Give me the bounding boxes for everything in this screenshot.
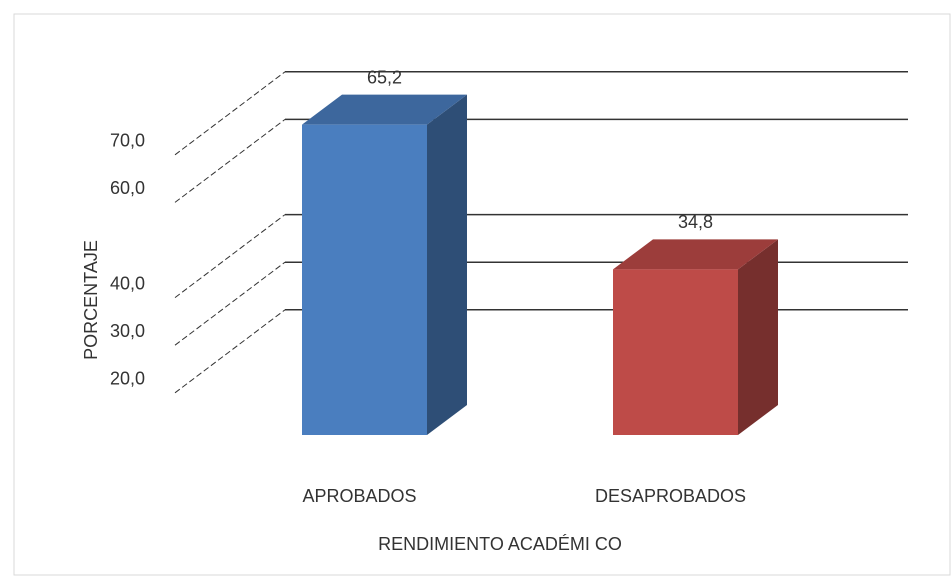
y-axis-title: PORCENTAJE <box>81 240 101 360</box>
y-tick-label: 40,0 <box>110 273 145 293</box>
y-tick-label: 70,0 <box>110 131 145 151</box>
bar-side <box>427 95 467 435</box>
bar-side <box>738 239 778 435</box>
x-axis-title: RENDIMIENTO ACADÉMI CO <box>378 534 622 554</box>
bar <box>613 269 738 435</box>
chart: PORCENTAJE RENDIMIENTO ACADÉMI CO 20,0 30… <box>0 0 951 576</box>
data-label: 65,2 <box>367 67 402 87</box>
x-tick-label: APROBADOS <box>302 486 416 506</box>
y-tick-label: 60,0 <box>110 178 145 198</box>
chart-frame <box>14 14 950 575</box>
y-tick-label: 20,0 <box>110 369 145 389</box>
data-label: 34,8 <box>678 212 713 232</box>
y-tick-label: 30,0 <box>110 321 145 341</box>
x-tick-label: DESAPROBADOS <box>595 486 746 506</box>
bar <box>302 125 427 435</box>
